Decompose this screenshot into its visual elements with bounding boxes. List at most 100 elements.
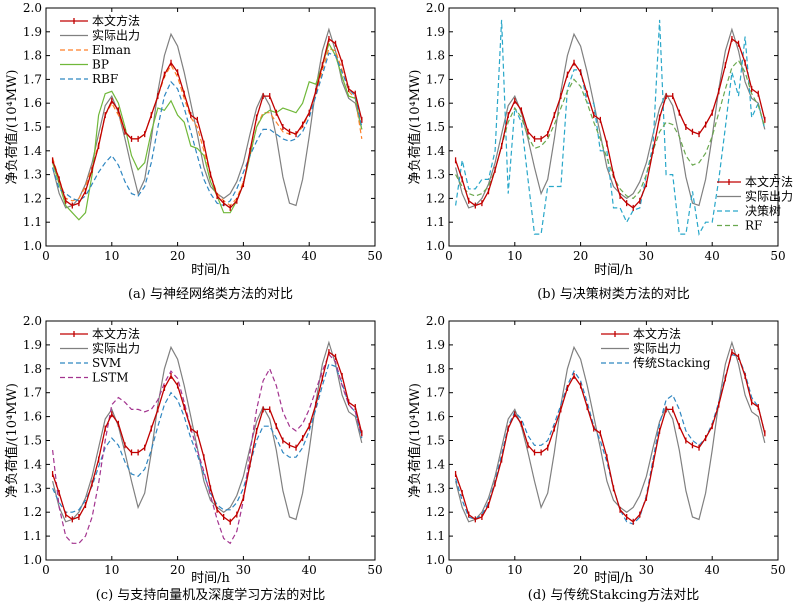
x-tick-label: 30: [236, 563, 251, 577]
x-tick-label: 40: [705, 563, 720, 577]
x-tick-label: 50: [367, 249, 382, 263]
legend-label: 本文方法: [92, 13, 140, 28]
y-tick-label: 1.2: [426, 191, 445, 205]
legend-label: 实际出力: [92, 28, 140, 43]
x-tick-label: 20: [573, 563, 588, 577]
y-tick-label: 1.7: [23, 386, 42, 400]
series-line-3: [455, 59, 766, 200]
y-tick-label: 1.2: [23, 191, 42, 205]
x-tick-label: 10: [104, 249, 119, 263]
series-line-2: [455, 19, 766, 236]
y-tick-label: 1.3: [426, 481, 445, 495]
y-tick-label: 1.4: [426, 457, 445, 471]
y-tick-label: 1.4: [23, 144, 42, 158]
y-tick-label: 1.3: [23, 168, 42, 182]
y-tick-label: 1.6: [426, 96, 445, 110]
y-tick-label: 2.0: [23, 1, 42, 15]
y-axis-label: 净负荷值/(10⁴MW): [4, 70, 20, 185]
legend-label: SVM: [92, 356, 121, 370]
y-tick-label: 1.6: [23, 96, 42, 110]
y-tick-label: 1.9: [23, 338, 42, 352]
y-tick-label: 1.4: [426, 144, 445, 158]
legend-label: 决策树: [745, 203, 781, 218]
y-tick-label: 1.2: [426, 505, 445, 519]
panel-caption: (b) 与决策树类方法的对比: [537, 286, 690, 302]
y-axis-label: 净负荷值/(10⁴MW): [4, 383, 20, 498]
y-tick-label: 1.5: [426, 120, 445, 134]
y-tick-label: 1.9: [426, 25, 445, 39]
x-tick-label: 10: [507, 249, 522, 263]
y-tick-label: 1.6: [23, 410, 42, 424]
y-tick-label: 1.7: [23, 72, 42, 86]
y-tick-label: 1.1: [23, 529, 42, 543]
series-line-1: [52, 340, 363, 523]
panel-caption: (a) 与神经网络类方法的对比: [128, 286, 293, 302]
series-line-3: [52, 42, 363, 221]
y-tick-label: 1.7: [426, 386, 445, 400]
panel-caption: (c) 与支持向量机及深度学习方法的对比: [96, 587, 326, 603]
y-tick-label: 1.3: [426, 168, 445, 182]
y-tick-label: 1.9: [23, 25, 42, 39]
x-axis-label: 时间/h: [191, 571, 230, 586]
y-tick-label: 1.0: [426, 239, 445, 253]
plot-frame: [448, 7, 779, 247]
y-tick-label: 1.9: [426, 338, 445, 352]
x-axis-label: 时间/h: [594, 263, 633, 278]
legend-label: 本文方法: [745, 174, 793, 189]
x-tick-label: 20: [170, 563, 185, 577]
x-tick-label: 20: [170, 249, 185, 263]
panel-caption: (d) 与传统Stakcing方法对比: [528, 587, 700, 603]
y-axis-label: 净负荷值/(10⁴MW): [407, 383, 423, 498]
y-tick-label: 1.6: [426, 410, 445, 424]
series-line-0: [454, 37, 766, 209]
x-tick-label: 40: [302, 563, 317, 577]
x-tick-label: 10: [507, 563, 522, 577]
legend-label: 实际出力: [92, 341, 140, 356]
y-tick-label: 1.2: [23, 505, 42, 519]
plot-area: [51, 27, 363, 221]
legend-label: RF: [745, 219, 762, 233]
legend-label: 实际出力: [745, 189, 793, 204]
chart-panel-1: 0 10 20 30 40 50 1.0 1.1 1.2 1.3 1.4 1.5 1.6 1.7 1.8 1.…: [4, 1, 383, 302]
plot-area: [454, 19, 766, 236]
y-tick-label: 1.8: [426, 49, 445, 63]
series-line-3: [52, 353, 363, 545]
y-tick-label: 1.1: [23, 215, 42, 229]
y-tick-label: 2.0: [426, 314, 445, 328]
y-tick-label: 1.1: [426, 529, 445, 543]
y-tick-label: 2.0: [23, 314, 42, 328]
plot-area: [454, 340, 766, 525]
y-tick-label: 1.5: [23, 120, 42, 134]
x-tick-label: 0: [445, 563, 453, 577]
series-line-0: [51, 351, 363, 523]
y-tick-label: 1.7: [426, 72, 445, 86]
legend-label: 本文方法: [92, 326, 140, 341]
y-tick-label: 1.4: [23, 457, 42, 471]
series-line-0: [454, 351, 766, 523]
chart-panel-3: 0 10 20 30 40 50 1.0 1.1 1.2 1.3 1.4 1.5 1.6 1.7 1.8 1.…: [4, 314, 383, 603]
y-tick-label: 1.8: [426, 362, 445, 376]
x-tick-label: 30: [236, 249, 251, 263]
x-tick-label: 20: [573, 249, 588, 263]
x-tick-label: 50: [367, 563, 382, 577]
x-tick-label: 30: [639, 249, 654, 263]
x-tick-label: 0: [42, 249, 50, 263]
y-tick-label: 1.1: [426, 215, 445, 229]
y-tick-label: 1.0: [426, 553, 445, 567]
x-tick-label: 10: [104, 563, 119, 577]
x-tick-label: 0: [445, 249, 453, 263]
y-tick-label: 1.0: [23, 553, 42, 567]
y-tick-label: 1.5: [426, 434, 445, 448]
x-axis-label: 时间/h: [191, 263, 230, 278]
x-tick-label: 0: [42, 563, 50, 577]
series-line-1: [455, 340, 766, 523]
legend-label: 本文方法: [633, 326, 681, 341]
y-tick-label: 1.0: [23, 239, 42, 253]
x-tick-label: 50: [770, 249, 785, 263]
plot-frame: [448, 320, 779, 561]
legend-label: BP: [92, 58, 109, 72]
